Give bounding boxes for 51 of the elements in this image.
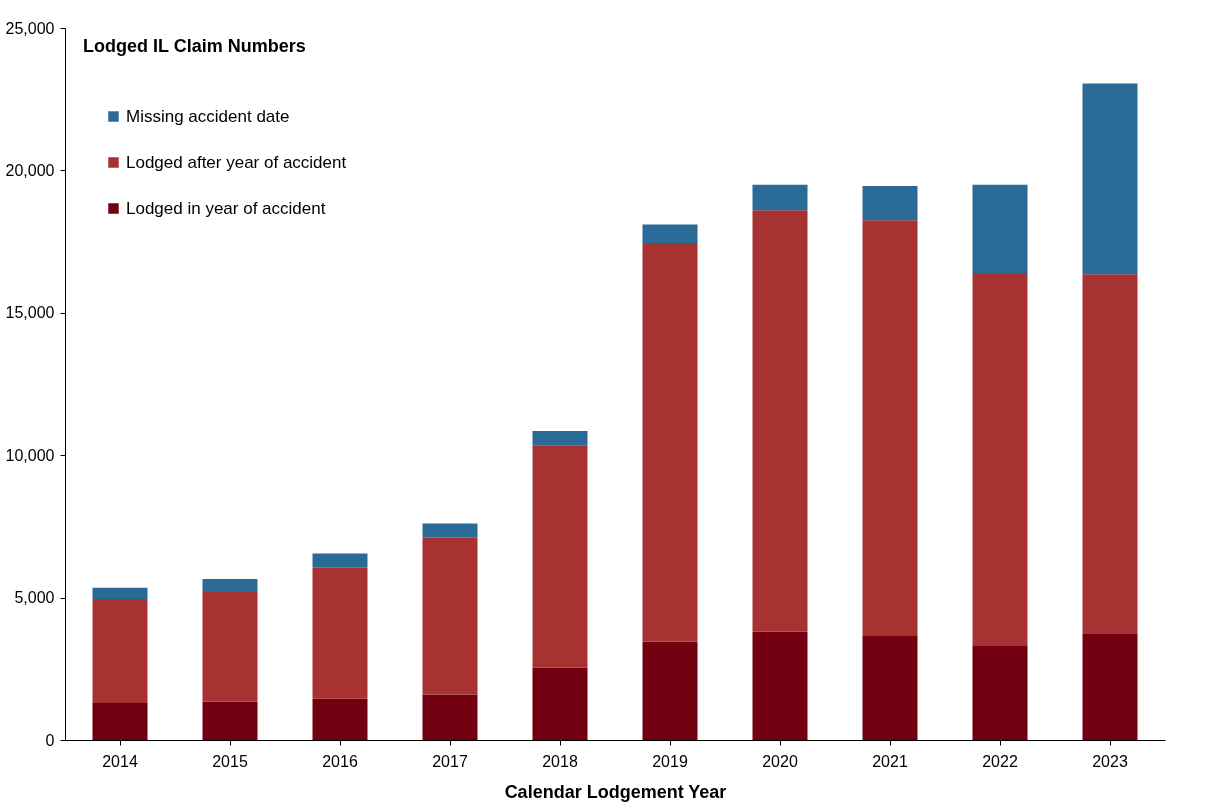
y-tick-label: 0 — [45, 731, 55, 749]
bar — [92, 599, 148, 703]
y-tick-label: 25,000 — [5, 19, 55, 37]
bar — [312, 553, 368, 568]
bar — [92, 702, 148, 740]
bar — [752, 184, 808, 211]
bar — [92, 587, 148, 600]
bar — [642, 243, 698, 642]
bar — [532, 430, 588, 446]
legend-label: Lodged after year of accident — [126, 152, 347, 172]
x-tick-label: 2014 — [102, 752, 138, 770]
bar — [1082, 633, 1138, 740]
bar — [642, 224, 698, 244]
bar — [752, 210, 808, 632]
bar — [422, 537, 478, 695]
x-tick-label: 2018 — [542, 752, 578, 770]
bar — [972, 184, 1028, 273]
bar — [862, 220, 918, 637]
bar — [422, 694, 478, 740]
x-tick-label: 2017 — [432, 752, 468, 770]
bar — [532, 445, 588, 668]
bar — [1082, 274, 1138, 634]
x-tick-label: 2015 — [212, 752, 248, 770]
x-tick-label: 2019 — [652, 752, 688, 770]
bar — [642, 641, 698, 740]
bar — [972, 646, 1028, 740]
bar — [862, 186, 918, 221]
y-tick-label: 15,000 — [5, 304, 55, 322]
bar — [972, 272, 1028, 647]
bar — [312, 567, 368, 699]
legend-label: Missing accident date — [126, 106, 290, 126]
bar — [862, 636, 918, 740]
y-tick-label: 20,000 — [5, 161, 55, 179]
x-tick-label: 2023 — [1092, 752, 1128, 770]
legend-label: Lodged in year of accident — [126, 198, 326, 218]
bar — [312, 698, 368, 740]
bar — [752, 631, 808, 740]
x-tick-label: 2020 — [762, 752, 798, 770]
bar — [1082, 83, 1138, 275]
x-tick-label: 2021 — [872, 752, 908, 770]
bar — [202, 701, 258, 740]
bar — [202, 591, 258, 702]
y-tick-label: 10,000 — [5, 446, 55, 464]
bar — [532, 667, 588, 740]
bar — [422, 523, 478, 538]
y-tick-label: 5,000 — [14, 589, 55, 607]
chart-title: Lodged IL Claim Numbers — [83, 36, 306, 56]
x-tick-label: 2016 — [322, 752, 358, 770]
bar — [202, 579, 258, 592]
x-tick-label: 2022 — [982, 752, 1018, 770]
x-axis-title: Calendar Lodgement Year — [504, 781, 727, 802]
